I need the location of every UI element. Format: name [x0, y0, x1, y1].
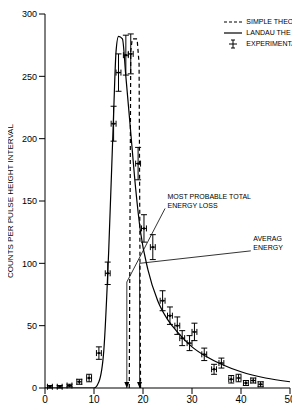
svg-text:30: 30 — [186, 394, 198, 405]
svg-text:250: 250 — [22, 72, 37, 82]
svg-text:300: 300 — [22, 9, 37, 19]
svg-text:10: 10 — [88, 394, 100, 405]
svg-text:COUNTS PER PULSE HEIGHT INTERV: COUNTS PER PULSE HEIGHT INTERVAL — [8, 124, 15, 278]
svg-text:50: 50 — [284, 394, 292, 405]
html-text:LANDAU THE: LANDAU THE — [246, 29, 291, 36]
svg-text:50: 50 — [27, 321, 37, 331]
svg-text:40: 40 — [235, 394, 247, 405]
svg-text:0: 0 — [42, 394, 48, 405]
html-text:EXPERIMENTA: EXPERIMENTA — [246, 40, 296, 47]
svg-text:0: 0 — [32, 383, 37, 393]
html-text:SIMPLE THEO: SIMPLE THEO — [246, 18, 294, 25]
svg-text:MOST PROBABLE TOTALENERGY LOSS: MOST PROBABLE TOTALENERGY LOSS — [168, 193, 252, 209]
svg-text:100: 100 — [22, 259, 37, 269]
svg-text:200: 200 — [22, 134, 37, 144]
svg-text:20: 20 — [137, 394, 149, 405]
svg-text:AVERAGENERGY: AVERAGENERGY — [253, 235, 283, 251]
svg-text:150: 150 — [22, 196, 37, 206]
